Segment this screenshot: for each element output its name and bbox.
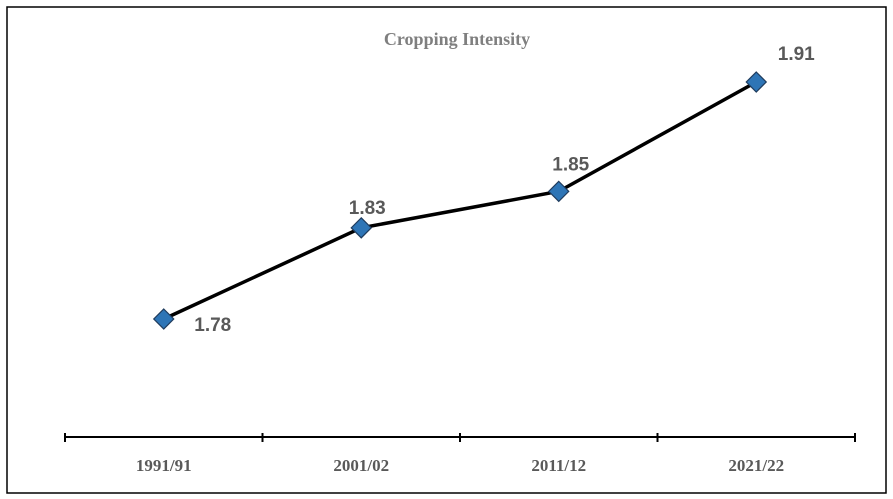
marker [152, 308, 175, 330]
marker [547, 180, 570, 203]
x-tick-label: 2021/22 [728, 456, 784, 475]
x-tick-label: 2011/12 [531, 456, 586, 475]
marker [350, 216, 373, 239]
marker [745, 71, 768, 93]
chart-border [6, 6, 887, 494]
x-tick-label: 1991/91 [136, 456, 192, 475]
data-label: 1.78 [194, 315, 231, 336]
line [163, 80, 758, 321]
data-label: 1.83 [349, 198, 386, 219]
x-tick-label: 2001/02 [333, 456, 389, 475]
data-label: 1.91 [778, 44, 815, 65]
data-label: 1.85 [552, 154, 589, 175]
chart-title: Cropping Intensity [384, 29, 530, 49]
